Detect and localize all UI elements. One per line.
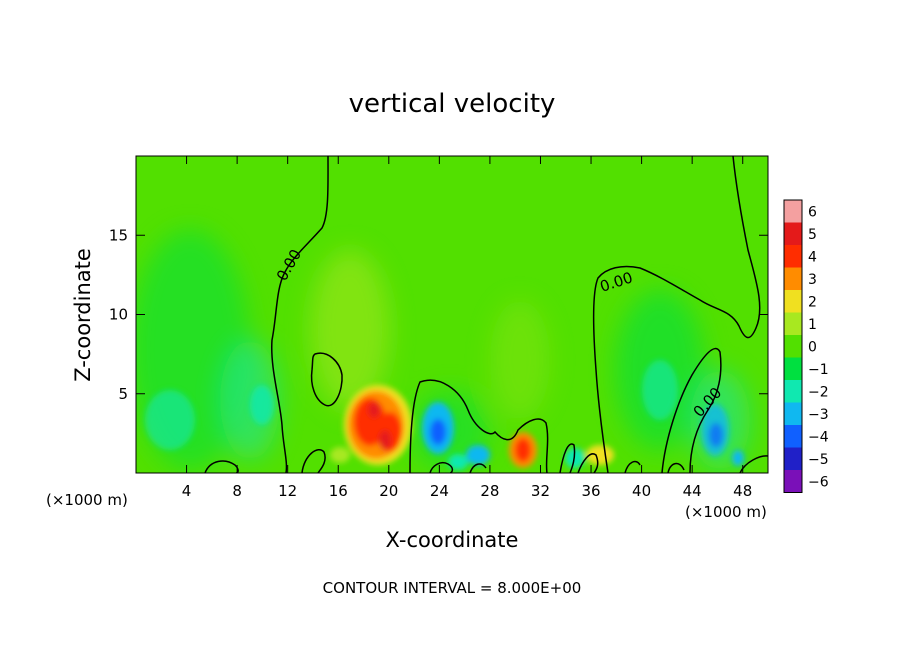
colorbar-label: 3	[808, 272, 817, 288]
y-tick-label: 5	[118, 385, 128, 403]
contour-interval-note: CONTOUR INTERVAL = 8.000E+00	[323, 579, 582, 597]
y-axis-label: Z-coordinate	[71, 248, 95, 382]
x-tick-label: 8	[232, 482, 242, 500]
y-tick-label: 10	[109, 306, 128, 324]
x-tick-label: 16	[329, 482, 348, 500]
y-tick-label: 15	[109, 226, 128, 244]
colorbar-swatch	[784, 357, 802, 380]
colorbar-swatch	[784, 402, 802, 425]
x-unit-label-right: (×1000 m)	[685, 503, 767, 521]
colorbar-swatch	[784, 245, 802, 268]
zero-contours	[204, 156, 768, 473]
x-tick-label: 40	[632, 482, 651, 500]
colorbar-swatch	[784, 267, 802, 290]
colorbar-label: 2	[808, 294, 817, 310]
colorbar-swatch	[784, 312, 802, 335]
colorbar-label: −5	[808, 452, 829, 468]
heatmap-field: 0.00 0.00 0.00	[136, 156, 768, 473]
colorbar-label: −1	[808, 362, 829, 378]
colorbar: 6 5 4 3 2 1 0 −1 −2 −3 −4 −5 −6	[783, 199, 829, 493]
colorbar-swatch	[784, 470, 802, 493]
colorbar-label: −3	[808, 407, 829, 423]
x-tick-label: 20	[379, 482, 398, 500]
colorbar-swatch	[784, 380, 802, 403]
x-tick-label: 12	[278, 482, 297, 500]
colorbar-label: −2	[808, 384, 829, 400]
x-axis: 4 8 12 16 20 24 28 32 36 40 44 48	[182, 156, 752, 500]
x-tick-label: 4	[182, 482, 192, 500]
chart-title: vertical velocity	[349, 89, 556, 119]
colorbar-label: −4	[808, 429, 829, 445]
colorbar-label: 0	[808, 339, 817, 355]
colorbar-label: 5	[808, 227, 817, 243]
colorbar-swatch	[784, 425, 802, 448]
colorbar-swatch	[784, 222, 802, 245]
colorbar-label: −6	[808, 474, 829, 490]
x-tick-label: 28	[480, 482, 499, 500]
colorbar-swatch	[784, 335, 802, 358]
colorbar-swatch	[784, 447, 802, 470]
colorbar-frame	[783, 199, 803, 493]
colorbar-label: 4	[808, 249, 817, 265]
colorbar-swatch	[784, 290, 802, 313]
y-axis: 5 10 15	[109, 226, 768, 403]
x-tick-label: 36	[581, 482, 600, 500]
x-unit-label: (×1000 m)	[46, 491, 128, 509]
x-tick-label: 48	[733, 482, 752, 500]
x-tick-label: 24	[430, 482, 449, 500]
x-tick-label: 44	[683, 482, 702, 500]
colorbar-label: 1	[808, 317, 817, 333]
x-tick-label: 32	[531, 482, 550, 500]
colorbar-label: 6	[808, 204, 817, 220]
cell-shading	[145, 360, 744, 470]
x-axis-label: X-coordinate	[386, 528, 519, 552]
colorbar-swatch	[784, 200, 802, 223]
